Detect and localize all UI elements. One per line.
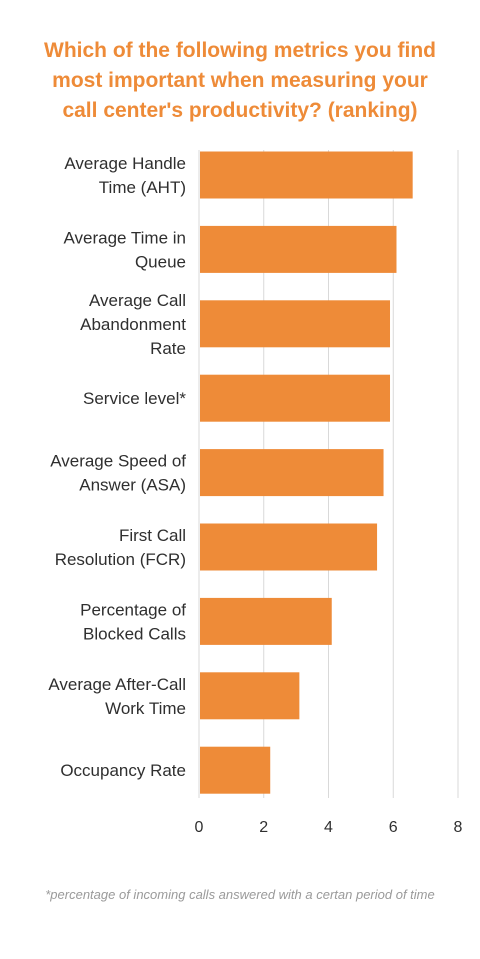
- category-label-6: First Call Resolution (FCR): [55, 526, 186, 569]
- bar-7: [200, 597, 332, 645]
- x-tick-label-6: 6: [389, 819, 398, 836]
- category-label-7: Percentage of Blocked Calls: [80, 600, 186, 643]
- category-label-3: Average Call Abandonment Rate: [80, 291, 186, 358]
- bar-6: [200, 523, 378, 571]
- category-label-1: Average Handle Time (AHT): [64, 154, 186, 197]
- chart-title-line-3: call center's productivity? (ranking): [62, 99, 418, 122]
- bar-1: [200, 151, 413, 199]
- chart-title: Which of the following metrics you find …: [0, 36, 480, 126]
- x-tick-label-8: 8: [454, 819, 463, 836]
- bar-2: [200, 225, 397, 273]
- bar-8: [200, 672, 300, 720]
- category-label-2: Average Time in Queue: [63, 228, 186, 271]
- x-tick-label-4: 4: [324, 819, 333, 836]
- category-label-5: Average Speed of Answer (ASA): [50, 452, 186, 495]
- bar-chart: 0 2 4 6 8 Average Handle Time (AHT) Average Tim…: [48, 150, 463, 836]
- category-label-8: Average After-Call Work Time: [48, 675, 186, 718]
- x-tick-label-0: 0: [195, 819, 204, 836]
- bar-5: [200, 449, 384, 497]
- chart-title-line-2: most important when measuring your: [52, 69, 428, 92]
- bar-4: [200, 374, 391, 422]
- bar-9: [200, 746, 271, 794]
- chart-title-line-1: Which of the following metrics you find: [44, 39, 436, 62]
- category-label-4: Service level*: [83, 389, 186, 408]
- footnote: *percentage of incoming calls answered w…: [45, 887, 435, 902]
- category-label-9: Occupancy Rate: [60, 761, 186, 780]
- bar-3: [200, 300, 391, 348]
- x-tick-label-2: 2: [259, 819, 268, 836]
